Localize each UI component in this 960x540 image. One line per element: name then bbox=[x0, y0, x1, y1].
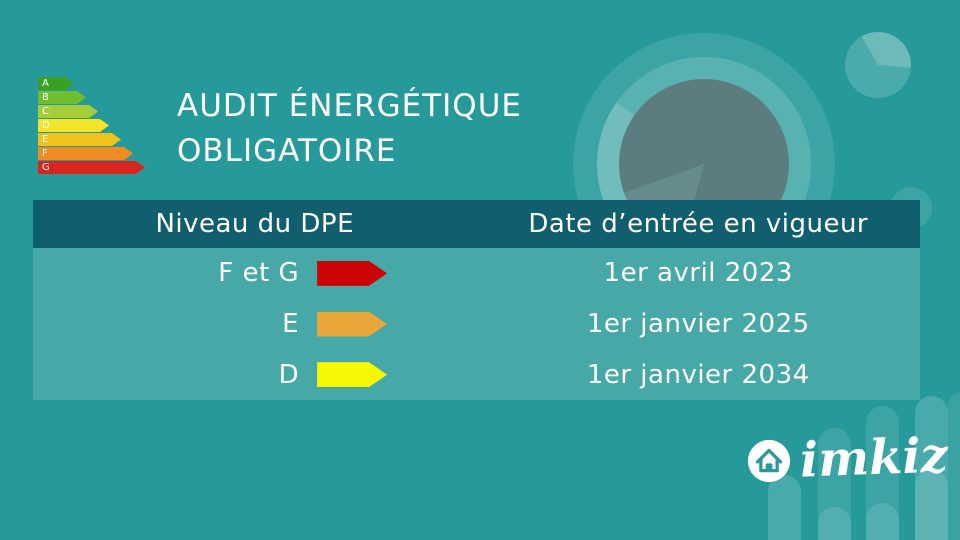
table-row: E 1er janvier 2025 bbox=[33, 299, 920, 350]
table-row: D 1er janvier 2034 bbox=[33, 349, 920, 400]
home-icon bbox=[747, 439, 791, 483]
imkiz-logo: imkiz bbox=[746, 427, 949, 489]
decor-bar bbox=[818, 428, 851, 540]
dpe-rating-letter: D bbox=[42, 120, 50, 131]
dpe-rating-f: F bbox=[38, 147, 133, 160]
decor-bar bbox=[768, 475, 801, 540]
level-label: D bbox=[278, 359, 300, 390]
dpe-rating-a: A bbox=[38, 77, 74, 90]
decor-bar bbox=[948, 393, 960, 540]
decor-bar bbox=[866, 406, 899, 540]
dpe-rating-b: B bbox=[38, 91, 86, 104]
level-cell: E bbox=[33, 309, 477, 339]
dpe-table: Niveau du DPE Date d’entrée en vigueur F… bbox=[33, 200, 920, 400]
decor-bar bbox=[915, 470, 948, 540]
decor-bar bbox=[866, 503, 899, 540]
level-cell: D bbox=[33, 360, 477, 390]
page-title: AUDIT ÉNERGÉTIQUE OBLIGATOIRE bbox=[177, 84, 522, 174]
table-header-row: Niveau du DPE Date d’entrée en vigueur bbox=[33, 200, 920, 248]
dpe-rating-letter: E bbox=[42, 134, 49, 145]
level-arrow-icon bbox=[317, 260, 388, 286]
table-row: F et G 1er avril 2023 bbox=[33, 248, 920, 299]
table-body: F et G 1er avril 2023 E 1er janvier 2025… bbox=[33, 248, 920, 400]
dpe-rating-e: E bbox=[38, 133, 121, 146]
dpe-rating-letter: F bbox=[42, 148, 48, 159]
dpe-rating-letter: G bbox=[42, 162, 50, 173]
level-label: E bbox=[282, 309, 300, 339]
dpe-rating-letter: B bbox=[42, 92, 49, 103]
decor-pie-circle bbox=[845, 32, 911, 98]
level-arrow-icon bbox=[317, 362, 388, 388]
dpe-rating-letter: C bbox=[42, 106, 49, 117]
page-title-line2: OBLIGATOIRE bbox=[177, 133, 397, 169]
column-header-date: Date d’entrée en vigueur bbox=[528, 209, 869, 239]
dpe-rating-d: D bbox=[38, 119, 109, 132]
column-header-niveau: Niveau du DPE bbox=[155, 209, 355, 239]
logo-text: imkiz bbox=[799, 427, 949, 489]
dpe-rating-letter: A bbox=[42, 78, 49, 89]
dpe-rating-g: G bbox=[38, 161, 145, 174]
level-label: F et G bbox=[218, 258, 300, 289]
dpe-rating-c: C bbox=[38, 105, 98, 118]
page-title-line1: AUDIT ÉNERGÉTIQUE bbox=[177, 88, 522, 124]
level-arrow-icon bbox=[317, 311, 388, 337]
date-cell: 1er avril 2023 bbox=[603, 258, 793, 289]
date-cell: 1er janvier 2025 bbox=[586, 309, 810, 339]
date-cell: 1er janvier 2034 bbox=[586, 359, 810, 390]
decor-bar bbox=[818, 507, 851, 540]
level-cell: F et G bbox=[33, 258, 477, 288]
decor-bar bbox=[915, 396, 948, 540]
